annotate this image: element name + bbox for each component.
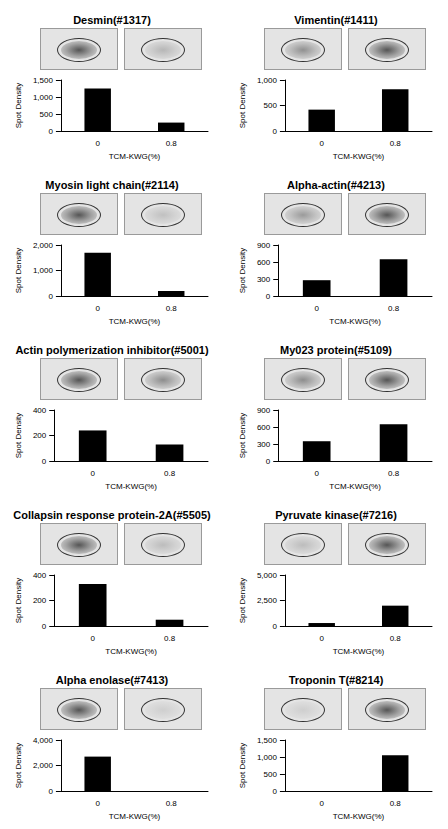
svg-text:0: 0 bbox=[90, 634, 95, 643]
svg-text:0: 0 bbox=[90, 469, 95, 478]
svg-text:0.8: 0.8 bbox=[390, 799, 402, 808]
svg-text:TCM-KWG(%): TCM-KWG(%) bbox=[105, 647, 157, 656]
svg-text:1,000: 1,000 bbox=[33, 266, 54, 275]
svg-text:600: 600 bbox=[257, 258, 271, 267]
html-text:Collapsin response protein-2A(: Collapsin response protein-2A(#5505) bbox=[13, 509, 211, 521]
svg-text:TCM-KWG(%): TCM-KWG(%) bbox=[109, 152, 161, 161]
svg-text:2,000: 2,000 bbox=[33, 241, 54, 250]
svg-text:Spot Density: Spot Density bbox=[238, 578, 247, 623]
svg-text:0: 0 bbox=[48, 292, 53, 301]
svg-text:Spot Density: Spot Density bbox=[14, 248, 23, 293]
svg-text:0: 0 bbox=[48, 127, 53, 136]
svg-text:900: 900 bbox=[257, 406, 271, 415]
svg-text:1,500: 1,500 bbox=[33, 76, 54, 85]
svg-text:4,000: 4,000 bbox=[33, 736, 54, 745]
svg-text:300: 300 bbox=[257, 440, 271, 449]
svg-text:TCM-KWG(%): TCM-KWG(%) bbox=[333, 152, 385, 161]
svg-text:0.8: 0.8 bbox=[390, 634, 402, 643]
html-text:Alpha enolase(#7413): Alpha enolase(#7413) bbox=[55, 674, 169, 686]
svg-text:0: 0 bbox=[95, 304, 100, 313]
svg-text:TCM-KWG(%): TCM-KWG(%) bbox=[329, 482, 381, 491]
svg-text:0: 0 bbox=[48, 787, 53, 796]
svg-text:TCM-KWG(%): TCM-KWG(%) bbox=[109, 317, 161, 326]
html-text:Myosin light chain(#2114): Myosin light chain(#2114) bbox=[45, 179, 179, 191]
svg-text:TCM-KWG(%): TCM-KWG(%) bbox=[329, 317, 381, 326]
svg-text:2,500: 2,500 bbox=[257, 596, 278, 605]
svg-text:0: 0 bbox=[272, 127, 277, 136]
svg-text:0.8: 0.8 bbox=[390, 139, 402, 148]
svg-text:0.8: 0.8 bbox=[166, 139, 178, 148]
svg-text:500: 500 bbox=[264, 101, 278, 110]
html-text:Alpha-actin(#4213): Alpha-actin(#4213) bbox=[287, 179, 385, 191]
svg-text:500: 500 bbox=[40, 110, 54, 119]
svg-text:0: 0 bbox=[95, 139, 100, 148]
svg-text:Spot Density: Spot Density bbox=[14, 578, 23, 623]
svg-text:900: 900 bbox=[257, 241, 271, 250]
html-text:Pyruvate kinase(#7216): Pyruvate kinase(#7216) bbox=[275, 509, 397, 521]
svg-text:0.8: 0.8 bbox=[164, 634, 176, 643]
svg-text:1,000: 1,000 bbox=[257, 753, 278, 762]
svg-text:Spot Density: Spot Density bbox=[238, 248, 247, 293]
svg-text:0: 0 bbox=[272, 787, 277, 796]
svg-text:400: 400 bbox=[33, 571, 47, 580]
svg-text:Spot Density: Spot Density bbox=[14, 413, 23, 458]
html-text:Troponin T(#8214): Troponin T(#8214) bbox=[288, 674, 384, 686]
svg-text:TCM-KWG(%): TCM-KWG(%) bbox=[105, 482, 157, 491]
svg-text:0.8: 0.8 bbox=[166, 304, 178, 313]
svg-text:5,000: 5,000 bbox=[257, 571, 278, 580]
svg-text:0.8: 0.8 bbox=[164, 469, 176, 478]
svg-text:0.8: 0.8 bbox=[388, 469, 400, 478]
svg-text:500: 500 bbox=[264, 770, 278, 779]
svg-text:0.8: 0.8 bbox=[166, 799, 178, 808]
svg-text:0: 0 bbox=[272, 622, 277, 631]
svg-text:0: 0 bbox=[95, 799, 100, 808]
svg-text:0: 0 bbox=[314, 469, 319, 478]
svg-text:TCM-KWG(%): TCM-KWG(%) bbox=[333, 812, 385, 821]
svg-text:Spot Density: Spot Density bbox=[238, 743, 247, 788]
svg-text:0: 0 bbox=[319, 799, 324, 808]
svg-text:1,500: 1,500 bbox=[257, 736, 278, 745]
html-text:Actin polymerization inhibitor: Actin polymerization inhibitor(#5001) bbox=[15, 344, 209, 356]
svg-text:TCM-KWG(%): TCM-KWG(%) bbox=[333, 647, 385, 656]
svg-text:TCM-KWG(%): TCM-KWG(%) bbox=[109, 812, 161, 821]
html-text:Vimentin(#1411): Vimentin(#1411) bbox=[294, 14, 378, 26]
html-text:My023 protein(#5109): My023 protein(#5109) bbox=[280, 344, 392, 356]
svg-text:0: 0 bbox=[42, 457, 47, 466]
svg-text:200: 200 bbox=[33, 596, 47, 605]
svg-text:Spot Density: Spot Density bbox=[238, 83, 247, 128]
svg-text:400: 400 bbox=[33, 406, 47, 415]
svg-text:0: 0 bbox=[319, 634, 324, 643]
svg-text:Spot Density: Spot Density bbox=[14, 743, 23, 788]
svg-text:0: 0 bbox=[266, 292, 271, 301]
svg-text:0: 0 bbox=[42, 622, 47, 631]
svg-text:0: 0 bbox=[314, 304, 319, 313]
svg-text:600: 600 bbox=[257, 423, 271, 432]
svg-text:0.8: 0.8 bbox=[388, 304, 400, 313]
svg-text:300: 300 bbox=[257, 275, 271, 284]
svg-text:1,000: 1,000 bbox=[33, 93, 54, 102]
svg-text:Spot Density: Spot Density bbox=[14, 83, 23, 128]
html-text:Desmin(#1317): Desmin(#1317) bbox=[73, 14, 151, 26]
svg-text:2,000: 2,000 bbox=[33, 761, 54, 770]
svg-text:Spot Density: Spot Density bbox=[238, 413, 247, 458]
svg-text:0: 0 bbox=[319, 139, 324, 148]
svg-text:1,000: 1,000 bbox=[257, 76, 278, 85]
svg-text:200: 200 bbox=[33, 431, 47, 440]
svg-text:0: 0 bbox=[266, 457, 271, 466]
